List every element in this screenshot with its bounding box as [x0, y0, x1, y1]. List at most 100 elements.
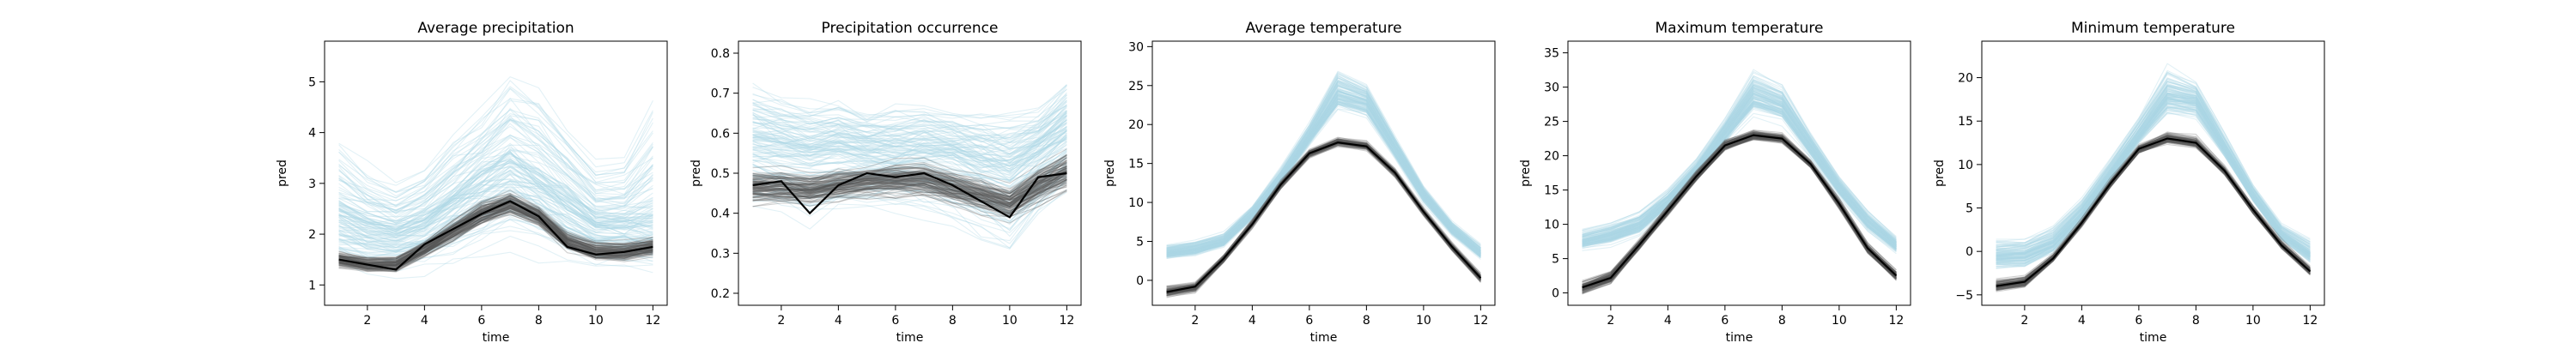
- ensemble-trace-dark: [752, 184, 1067, 218]
- y-tick-label: 0.4: [711, 208, 730, 221]
- ensemble-trace-dark: [1582, 135, 1897, 287]
- ensemble-trace-light: [1996, 94, 2311, 260]
- ensemble-trace-dark: [1582, 138, 1897, 293]
- ensemble-trace-dark: [338, 195, 653, 263]
- ensemble-trace-light: [1582, 84, 1897, 243]
- chart-panel-4: 2 4 6 8 10 12 0 5 10 15 20 25 30 35 Maximum temperatur…: [1519, 20, 1911, 343]
- ensemble-trace-light: [1166, 93, 1481, 256]
- ensemble-trace-light: [752, 134, 1067, 193]
- ensemble-trace-light: [338, 135, 653, 222]
- ensemble-trace-dark: [1996, 132, 2311, 281]
- ensemble-trace-light: [752, 110, 1067, 151]
- x-tick-label: 4: [2078, 314, 2086, 328]
- ensemble-trace-light: [1996, 93, 2311, 254]
- ensemble-trace-light: [1582, 86, 1897, 245]
- chart-title: Maximum temperature: [1655, 20, 1823, 37]
- ensemble-trace-light: [1996, 106, 2311, 263]
- ensemble-trace-light: [752, 132, 1067, 172]
- y-axis-label: pred: [1933, 159, 1947, 187]
- ensemble-trace-light: [338, 180, 653, 238]
- ensemble-trace-dark: [1996, 134, 2311, 283]
- ensemble-trace-dark: [752, 174, 1067, 201]
- ensemble-trace-light: [1996, 108, 2311, 268]
- ensemble-trace-light: [1996, 81, 2311, 248]
- ensemble-trace-light: [1582, 105, 1897, 251]
- ensemble-trace-light: [1166, 103, 1481, 259]
- y-tick-label: 20: [1544, 150, 1559, 164]
- ensemble-trace-dark: [338, 196, 653, 260]
- ensemble-trace-light: [1996, 72, 2311, 246]
- ensemble-trace-light: [1166, 89, 1481, 254]
- ensemble-trace-light: [338, 119, 653, 214]
- ensemble-trace-dark: [1166, 143, 1481, 297]
- ensemble-trace-dark: [752, 167, 1067, 208]
- x-tick-label: 8: [535, 314, 543, 328]
- ensemble-trace-light: [1582, 97, 1897, 246]
- ensemble-trace-light: [1166, 99, 1481, 256]
- ensemble-trace-light: [1166, 101, 1481, 258]
- ensemble-trace-dark: [338, 197, 653, 262]
- ensemble-trace-dark: [752, 165, 1067, 204]
- ensemble-trace-light: [1996, 99, 2311, 261]
- ensemble-trace-light: [752, 169, 1067, 226]
- ensemble-trace-dark: [1582, 135, 1897, 289]
- ensemble-trace-light: [1582, 81, 1897, 243]
- ensemble-trace-light: [752, 130, 1067, 172]
- ensemble-trace-light: [1166, 97, 1481, 256]
- ensemble-trace-light: [1166, 79, 1481, 250]
- ensemble-trace-dark: [338, 195, 653, 260]
- ensemble-trace-light: [1996, 85, 2311, 252]
- ensemble-trace-dark: [1582, 135, 1897, 289]
- x-tick-label: 2: [1191, 314, 1199, 328]
- ensemble-trace-light: [1996, 98, 2311, 260]
- ensemble-trace-light: [338, 153, 653, 231]
- ensemble-trace-light: [752, 117, 1067, 163]
- ensemble-trace-light: [1166, 94, 1481, 254]
- ensemble-trace-dark: [338, 196, 653, 262]
- y-axis-label: pred: [1103, 159, 1117, 187]
- ensemble-trace-light: [1582, 86, 1897, 244]
- ensemble-trace-light: [1582, 88, 1897, 244]
- ensemble-trace-light: [1166, 100, 1481, 256]
- x-axis-label: time: [2140, 331, 2167, 343]
- ensemble-trace-dark: [752, 155, 1067, 198]
- plot-area: [1582, 69, 1898, 295]
- ensemble-trace-dark: [752, 172, 1067, 212]
- ensemble-trace-light: [338, 179, 653, 239]
- ensemble-trace-light: [338, 194, 653, 249]
- ensemble-trace-dark: [752, 171, 1067, 204]
- ensemble-trace-dark: [1996, 135, 2311, 283]
- ensemble-trace-dark: [338, 205, 653, 268]
- ensemble-trace-light: [1996, 95, 2311, 260]
- ensemble-trace-light: [1582, 102, 1897, 250]
- ensemble-trace-light: [752, 178, 1067, 233]
- ensemble-trace-light: [752, 120, 1067, 166]
- ensemble-trace-light: [752, 130, 1067, 170]
- ensemble-trace-light: [1582, 94, 1897, 246]
- ensemble-trace-light: [1166, 75, 1481, 250]
- ensemble-trace-light: [1996, 73, 2311, 247]
- ensemble-trace-dark: [1996, 135, 2311, 283]
- ensemble-trace-light: [338, 251, 653, 280]
- x-tick-label: 2: [1607, 314, 1614, 328]
- x-tick-label: 10: [2245, 314, 2261, 328]
- y-tick-label: 35: [1544, 47, 1559, 61]
- ensemble-trace-light: [338, 118, 653, 206]
- ensemble-trace-light: [1582, 103, 1897, 249]
- ensemble-trace-light: [1582, 87, 1897, 245]
- ensemble-trace-light: [1582, 112, 1897, 253]
- ensemble-trace-light: [338, 119, 653, 212]
- ensemble-trace-light: [752, 151, 1067, 202]
- ensemble-trace-light: [1996, 81, 2311, 248]
- ensemble-trace-dark: [1582, 138, 1897, 292]
- ensemble-trace-light: [1166, 80, 1481, 251]
- ensemble-trace-light: [752, 126, 1067, 168]
- ensemble-trace-light: [1582, 90, 1897, 244]
- ensemble-trace-light: [752, 105, 1067, 135]
- ensemble-trace-light: [752, 138, 1067, 181]
- ensemble-trace-light: [338, 144, 653, 232]
- ensemble-trace-dark: [752, 173, 1067, 205]
- ensemble-trace-dark: [338, 210, 653, 271]
- ensemble-trace-light: [1166, 89, 1481, 254]
